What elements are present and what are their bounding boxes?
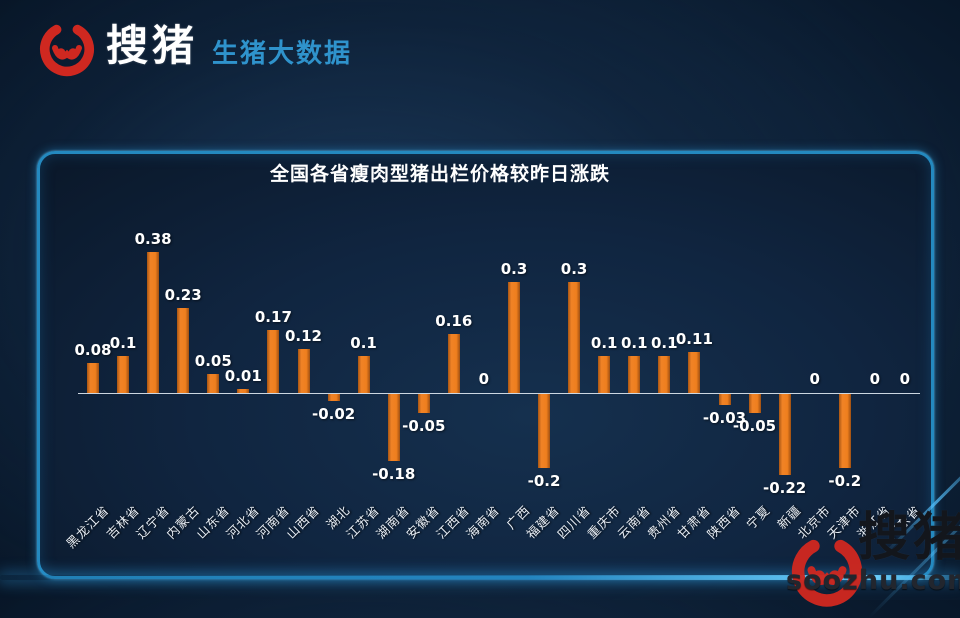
bar-20: [688, 352, 701, 393]
axis-label-15: 福建省: [524, 503, 563, 542]
axis-label-16: 四川省: [554, 503, 594, 542]
value-label-20: 0.11: [675, 330, 713, 348]
value-label-13: 0: [478, 370, 490, 388]
value-label-11: -0.05: [402, 417, 446, 435]
bar-22: [748, 394, 761, 413]
value-label-24: 0: [809, 370, 820, 388]
value-label-18: 0.1: [621, 334, 648, 352]
bar-8: [327, 394, 340, 401]
bar-2: [147, 252, 160, 393]
bar-17: [598, 356, 611, 393]
value-label-25: -0.2: [828, 472, 862, 490]
value-label-27: 0: [899, 370, 911, 388]
axis-label-24: 北京市: [795, 503, 834, 542]
value-label-8: -0.02: [311, 405, 356, 423]
value-label-0: 0.08: [74, 341, 112, 359]
value-label-10: -0.18: [372, 465, 416, 483]
value-label-14: 0.3: [500, 260, 528, 278]
bar-0: [87, 363, 99, 393]
value-label-6: 0.17: [254, 308, 292, 326]
value-label-4: 0.05: [194, 352, 232, 370]
bar-14: [508, 282, 520, 393]
bar-12: [447, 334, 460, 393]
value-label-19: 0.1: [651, 334, 678, 352]
value-label-17: 0.1: [590, 334, 618, 352]
value-label-26: 0: [869, 370, 881, 388]
value-label-15: -0.2: [527, 472, 561, 490]
bar-15: [538, 394, 550, 468]
bar-1: [117, 356, 130, 393]
bar-6: [267, 330, 280, 393]
value-label-22: -0.05: [732, 417, 777, 435]
brand-name: 搜猪: [106, 24, 199, 70]
axis-label-22: 宁夏: [744, 503, 774, 533]
value-label-12: 0.16: [435, 312, 473, 330]
bar-23: [778, 394, 791, 475]
brand-tagline: 生猪大数据: [212, 38, 353, 68]
bar-16: [568, 282, 581, 393]
x-axis-line: [78, 393, 920, 394]
bar-3: [177, 308, 190, 393]
bar-7: [297, 349, 310, 393]
bar-25: [838, 394, 851, 468]
value-label-5: 0.01: [224, 367, 262, 385]
value-label-16: 0.3: [560, 260, 588, 278]
soozhu-logo-icon: [40, 22, 94, 77]
axis-label-13: 海南省: [464, 503, 503, 542]
bar-10: [387, 394, 400, 461]
value-label-7: 0.12: [284, 327, 322, 345]
bottom-glow-line: [0, 575, 960, 580]
bar-11: [417, 394, 430, 413]
bar-9: [357, 356, 370, 393]
value-label-21: -0.03: [702, 409, 747, 427]
chart-title: 全国各省瘦肉型猪出栏价格较昨日涨跌: [269, 164, 610, 185]
axis-label-0: 黑龙江省: [63, 503, 112, 552]
bar-5: [237, 389, 250, 393]
bar-19: [658, 356, 671, 393]
value-label-1: 0.1: [109, 334, 137, 352]
value-label-9: 0.1: [350, 334, 377, 352]
bar-4: [207, 374, 220, 393]
chart-layer: 0.08 黑龙江省 0.1 吉林省 0.38 辽宁省 0.23 内蒙古 0.05 山东省 0.01 河…: [63, 230, 924, 552]
value-label-23: -0.22: [762, 479, 807, 497]
axis-label-1: 吉林省: [103, 503, 143, 542]
value-label-2: 0.38: [134, 230, 172, 248]
bar-18: [628, 356, 641, 393]
value-label-3: 0.23: [164, 286, 202, 304]
bar-21: [718, 394, 731, 405]
